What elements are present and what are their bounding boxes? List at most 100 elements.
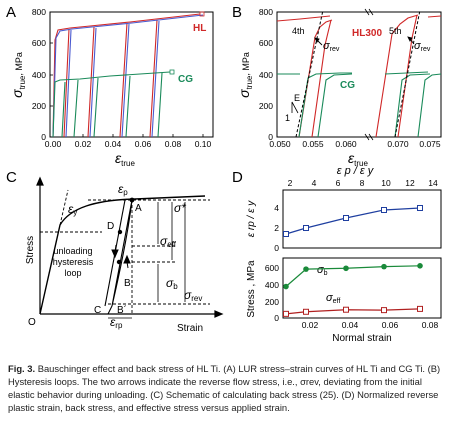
panel-b-letter: B (232, 4, 242, 21)
b-axis-break (364, 8, 374, 141)
d-top-tick: 10 (381, 178, 391, 188)
b-rev-arrows (314, 36, 415, 46)
d-xtick: 0.04 (342, 320, 359, 330)
c-loop-text-2: hysteresis (53, 257, 94, 267)
d-xtick: 0.02 (302, 320, 319, 330)
c-dashed-lines (40, 189, 210, 314)
d-lower-point (343, 306, 349, 313)
b-5th-label: 5th (389, 26, 402, 36)
panel-a-yticks: 0 200 400 600 800 (32, 7, 46, 142)
panel-a-letter: A (6, 4, 16, 21)
d-lower-yticks: 0 200 400 600 (265, 263, 279, 323)
panel-a-hl-label: HL (193, 23, 206, 34)
c-label-a: A (135, 203, 142, 214)
figure-caption: Fig. 3. Bauschinger effect and back stre… (8, 362, 444, 414)
c-sigma-star: σ* (174, 201, 186, 215)
c-erp: εrp (110, 315, 123, 330)
panel-b-xticks: 0.050 0.055 0.060 0.070 0.075 (269, 139, 441, 149)
d-upper-ytick: 2 (274, 223, 279, 233)
b-xtick: 0.070 (387, 139, 409, 149)
panel-a-hl-curves (52, 13, 204, 138)
b-xtick: 0.075 (419, 139, 441, 149)
c-origin: O (28, 317, 36, 328)
d-upper-point (303, 225, 309, 231)
c-sigma-eff: σeff (160, 234, 177, 249)
c-label-bprime: B´ (117, 304, 127, 316)
d-upper-yticks: 0 2 4 (274, 203, 279, 253)
a-ytick: 800 (32, 7, 46, 17)
panel-a-ylabel: σtrue, MPa (9, 52, 27, 98)
hl-marker (199, 11, 205, 17)
a-xtick: 0.04 (105, 139, 122, 149)
d-lower-point (343, 265, 349, 272)
c-label-d: D (107, 221, 114, 232)
b-ytick: 800 (259, 7, 273, 17)
d-upper-ytick: 4 (274, 203, 279, 213)
caption-text: Bauschinger effect and back stress of HL… (8, 363, 441, 413)
a-xtick: 0.10 (195, 139, 212, 149)
a-ytick: 400 (32, 70, 46, 80)
panel-c: C Stress Strain O A B (6, 169, 224, 334)
caption-fig-label: Fig. 3. (8, 363, 36, 374)
panel-d-letter: D (232, 169, 243, 186)
c-label-c: C (94, 305, 101, 316)
d-upper-point (283, 231, 289, 237)
b-xtick: 0.060 (335, 139, 357, 149)
a-xtick: 0.08 (165, 139, 182, 149)
c-ey: εy (68, 202, 77, 217)
b-e-label: E (294, 93, 300, 103)
panel-c-letter: C (6, 169, 17, 186)
b-one-label: 1 (285, 113, 290, 123)
b-tangent-lines (295, 9, 421, 138)
d-top-tick: 12 (405, 178, 415, 188)
d-lower-frame (282, 257, 442, 319)
d-lower-ytick: 600 (265, 263, 279, 273)
b-ytick: 200 (259, 101, 273, 111)
b-sigma-rev-2: σrev (414, 40, 431, 53)
a-ytick: 0 (41, 132, 46, 142)
d-lower-ylabel: Stress , MPa (246, 260, 257, 318)
d-upper-ytick: 0 (274, 243, 279, 253)
d-upper-ylabel: ε rp / ε y (246, 200, 257, 238)
d-upper-chart (283, 205, 423, 237)
panel-b-xlabel: εtrue (348, 150, 368, 168)
d-lower-ytick: 0 (274, 313, 279, 323)
d-sigma-b-label: σb (317, 264, 328, 277)
c-xlabel: Strain (177, 323, 203, 334)
d-lower-point (283, 283, 289, 290)
c-ylabel: Stress (25, 236, 36, 264)
c-loop-text-1: unloading (53, 246, 92, 256)
b-4th-label: 4th (292, 26, 305, 36)
panel-b: B 0 200 400 600 800 0.050 0.055 0.060 0.… (232, 4, 442, 168)
c-dimension-arrows (157, 202, 186, 302)
d-top-tick: 2 (288, 178, 293, 188)
panel-b-ylabel: σtrue, MPa (236, 52, 254, 98)
svg-text:σtrue, MPa: σtrue, MPa (9, 52, 27, 98)
c-point-b (116, 259, 122, 265)
c-label-b: B (124, 278, 131, 289)
svg-text:σtrue, MPa: σtrue, MPa (236, 52, 254, 98)
c-point-a (129, 197, 135, 203)
a-ytick: 200 (32, 101, 46, 111)
d-upper-point (381, 207, 387, 213)
panel-a: A 0 200 400 600 800 0.00 0.02 0.04 0.06 … (6, 4, 214, 168)
d-lower-chart (283, 263, 423, 317)
d-upper-point (417, 205, 423, 211)
d-top-axis-label: ε p / ε y (337, 165, 375, 177)
b-slope-triangle (291, 101, 299, 114)
a-ylabel-sym: σ (9, 89, 25, 98)
a-xtick: 0.00 (45, 139, 62, 149)
d-xtick: 0.06 (382, 320, 399, 330)
d-upper-frame (282, 189, 442, 249)
b-ytick: 400 (259, 70, 273, 80)
c-loop-text-3: loop (64, 268, 81, 278)
d-top-tick: 14 (428, 178, 438, 188)
b-sigma-rev-1: σrev (323, 40, 340, 53)
b-ytick: 600 (259, 38, 273, 48)
d-lower-point (381, 263, 387, 270)
b-xtick: 0.055 (302, 139, 324, 149)
b-xtick: 0.050 (269, 139, 291, 149)
d-lower-point (417, 305, 423, 312)
figure: A 0 200 400 600 800 0.00 0.02 0.04 0.06 … (6, 4, 442, 344)
panel-a-cg-curves (52, 71, 171, 138)
